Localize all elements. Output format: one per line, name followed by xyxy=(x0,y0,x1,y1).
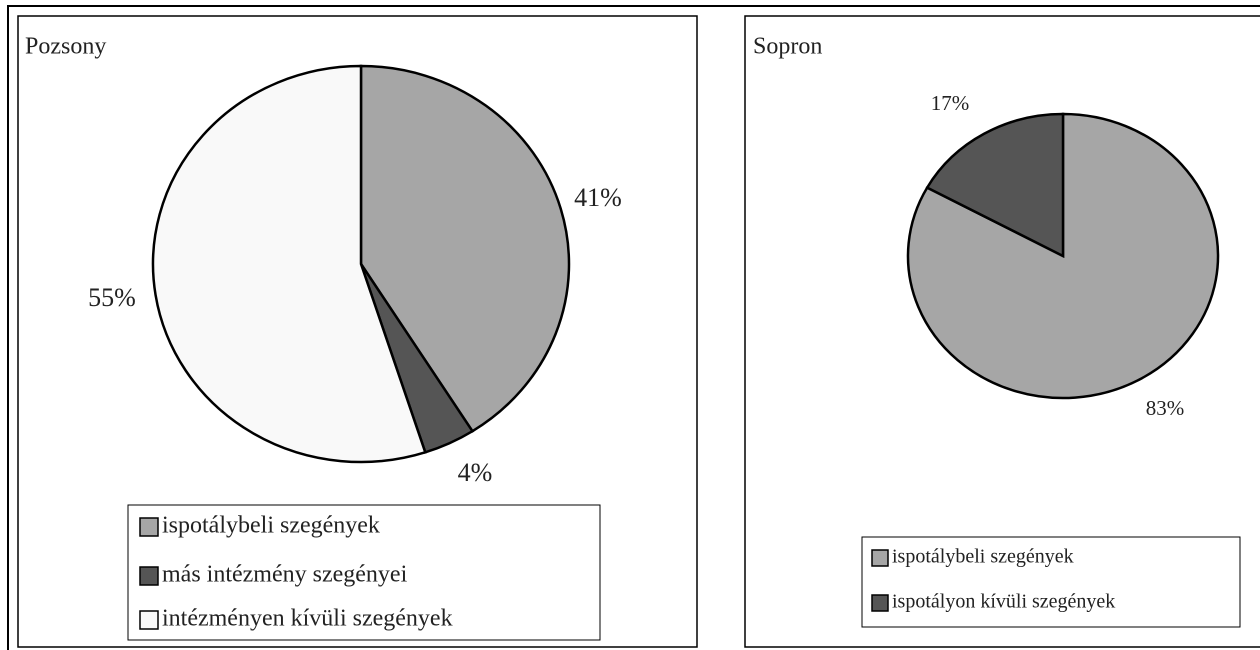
legend-swatch xyxy=(139,610,159,630)
pie-slice xyxy=(151,64,427,464)
legend-swatch xyxy=(139,517,159,537)
legend-swatch xyxy=(139,566,159,586)
value-label: 17% xyxy=(931,91,970,115)
chart-title: Sopron xyxy=(753,34,822,60)
legend-swatch xyxy=(871,594,889,612)
value-label: 41% xyxy=(574,183,622,212)
legend-box xyxy=(861,536,1241,628)
value-label: 55% xyxy=(88,283,136,312)
legend-swatch xyxy=(871,549,889,567)
pie-slice xyxy=(925,112,1065,259)
legend-label: intézményen kívüli szegények xyxy=(162,606,453,632)
value-label: 4% xyxy=(458,458,493,487)
legend-label: ispotálybeli szegények xyxy=(892,546,1074,568)
outer-frame xyxy=(7,5,1260,650)
legend-label: ispotályon kívüli szegények xyxy=(892,591,1115,613)
legend-label: más intézmény szegényei xyxy=(162,562,408,588)
value-label: 83% xyxy=(1146,396,1185,420)
legend-label: ispotálybeli szegények xyxy=(162,513,380,539)
chart-title: Pozsony xyxy=(25,34,106,60)
legend-box xyxy=(127,504,601,641)
